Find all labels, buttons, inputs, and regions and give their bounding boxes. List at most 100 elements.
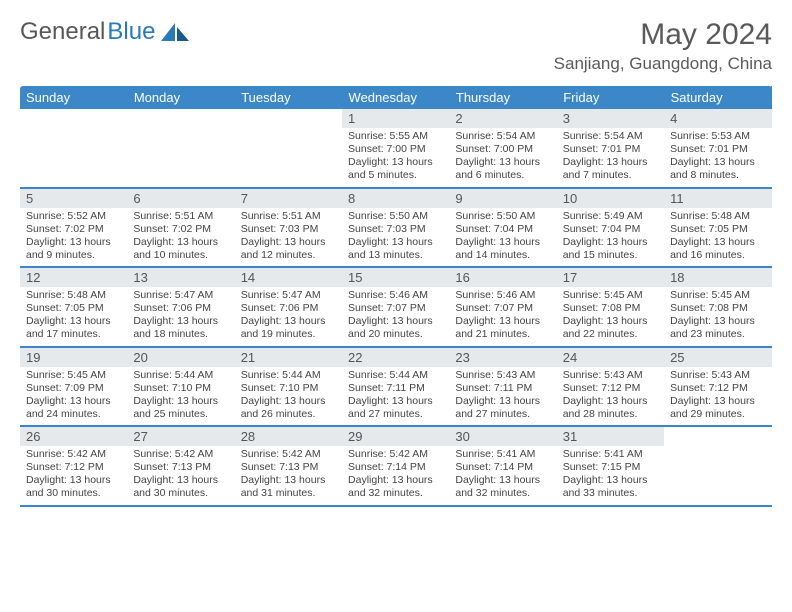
date-number: 8 bbox=[342, 189, 449, 208]
sunset-line: Sunset: 7:08 PM bbox=[670, 302, 765, 315]
sunset-line: Sunset: 7:12 PM bbox=[670, 382, 765, 395]
cell-content bbox=[20, 128, 127, 186]
calendar-table: SundayMondayTuesdayWednesdayThursdayFrid… bbox=[20, 86, 772, 507]
calendar-cell: 20Sunrise: 5:44 AMSunset: 7:10 PMDayligh… bbox=[127, 347, 234, 427]
cell-content: Sunrise: 5:44 AMSunset: 7:10 PMDaylight:… bbox=[127, 367, 234, 426]
calendar-cell bbox=[664, 426, 771, 506]
daylight-line: Daylight: 13 hours and 6 minutes. bbox=[455, 156, 550, 182]
calendar-cell: 9Sunrise: 5:50 AMSunset: 7:04 PMDaylight… bbox=[449, 188, 556, 268]
daylight-line: Daylight: 13 hours and 7 minutes. bbox=[563, 156, 658, 182]
daylight-line: Daylight: 13 hours and 30 minutes. bbox=[26, 474, 121, 500]
daylight-line: Daylight: 13 hours and 10 minutes. bbox=[133, 236, 228, 262]
date-number: 9 bbox=[449, 189, 556, 208]
daylight-line: Daylight: 13 hours and 30 minutes. bbox=[133, 474, 228, 500]
calendar-cell: 19Sunrise: 5:45 AMSunset: 7:09 PMDayligh… bbox=[20, 347, 127, 427]
daylight-line: Daylight: 13 hours and 31 minutes. bbox=[241, 474, 336, 500]
month-title: May 2024 bbox=[554, 18, 772, 52]
daylight-line: Daylight: 13 hours and 12 minutes. bbox=[241, 236, 336, 262]
sunrise-line: Sunrise: 5:45 AM bbox=[670, 289, 765, 302]
sunset-line: Sunset: 7:06 PM bbox=[133, 302, 228, 315]
cell-content: Sunrise: 5:41 AMSunset: 7:14 PMDaylight:… bbox=[449, 446, 556, 505]
calendar-cell: 3Sunrise: 5:54 AMSunset: 7:01 PMDaylight… bbox=[557, 109, 664, 188]
sunrise-line: Sunrise: 5:52 AM bbox=[26, 210, 121, 223]
sunset-line: Sunset: 7:07 PM bbox=[348, 302, 443, 315]
day-header: Monday bbox=[127, 86, 234, 109]
calendar-cell: 4Sunrise: 5:53 AMSunset: 7:01 PMDaylight… bbox=[664, 109, 771, 188]
daylight-line: Daylight: 13 hours and 25 minutes. bbox=[133, 395, 228, 421]
sunrise-line: Sunrise: 5:42 AM bbox=[133, 448, 228, 461]
sunset-line: Sunset: 7:06 PM bbox=[241, 302, 336, 315]
day-header: Thursday bbox=[449, 86, 556, 109]
calendar-cell: 22Sunrise: 5:44 AMSunset: 7:11 PMDayligh… bbox=[342, 347, 449, 427]
calendar-cell: 17Sunrise: 5:45 AMSunset: 7:08 PMDayligh… bbox=[557, 267, 664, 347]
date-number: 1 bbox=[342, 109, 449, 128]
calendar-cell: 18Sunrise: 5:45 AMSunset: 7:08 PMDayligh… bbox=[664, 267, 771, 347]
sunrise-line: Sunrise: 5:55 AM bbox=[348, 130, 443, 143]
calendar-cell: 1Sunrise: 5:55 AMSunset: 7:00 PMDaylight… bbox=[342, 109, 449, 188]
date-number: 23 bbox=[449, 348, 556, 367]
date-number: 6 bbox=[127, 189, 234, 208]
cell-content: Sunrise: 5:44 AMSunset: 7:10 PMDaylight:… bbox=[235, 367, 342, 426]
daylight-line: Daylight: 13 hours and 5 minutes. bbox=[348, 156, 443, 182]
sunrise-line: Sunrise: 5:51 AM bbox=[133, 210, 228, 223]
sunrise-line: Sunrise: 5:53 AM bbox=[670, 130, 765, 143]
calendar-cell: 23Sunrise: 5:43 AMSunset: 7:11 PMDayligh… bbox=[449, 347, 556, 427]
logo-sail-icon bbox=[161, 23, 189, 41]
calendar-cell: 29Sunrise: 5:42 AMSunset: 7:14 PMDayligh… bbox=[342, 426, 449, 506]
daylight-line: Daylight: 13 hours and 26 minutes. bbox=[241, 395, 336, 421]
calendar-week-row: 5Sunrise: 5:52 AMSunset: 7:02 PMDaylight… bbox=[20, 188, 772, 268]
sunset-line: Sunset: 7:04 PM bbox=[563, 223, 658, 236]
cell-content: Sunrise: 5:43 AMSunset: 7:12 PMDaylight:… bbox=[664, 367, 771, 426]
date-number: 7 bbox=[235, 189, 342, 208]
date-number: 28 bbox=[235, 427, 342, 446]
cell-content: Sunrise: 5:44 AMSunset: 7:11 PMDaylight:… bbox=[342, 367, 449, 426]
sunset-line: Sunset: 7:08 PM bbox=[563, 302, 658, 315]
logo: General Blue bbox=[20, 18, 189, 46]
cell-content: Sunrise: 5:52 AMSunset: 7:02 PMDaylight:… bbox=[20, 208, 127, 267]
sunset-line: Sunset: 7:05 PM bbox=[670, 223, 765, 236]
calendar-cell: 6Sunrise: 5:51 AMSunset: 7:02 PMDaylight… bbox=[127, 188, 234, 268]
cell-content: Sunrise: 5:45 AMSunset: 7:09 PMDaylight:… bbox=[20, 367, 127, 426]
calendar-cell: 15Sunrise: 5:46 AMSunset: 7:07 PMDayligh… bbox=[342, 267, 449, 347]
sunrise-line: Sunrise: 5:46 AM bbox=[348, 289, 443, 302]
date-number bbox=[127, 109, 234, 128]
calendar-cell bbox=[235, 109, 342, 188]
cell-content: Sunrise: 5:42 AMSunset: 7:12 PMDaylight:… bbox=[20, 446, 127, 505]
date-number: 31 bbox=[557, 427, 664, 446]
sunrise-line: Sunrise: 5:48 AM bbox=[26, 289, 121, 302]
sunrise-line: Sunrise: 5:44 AM bbox=[133, 369, 228, 382]
calendar-cell: 5Sunrise: 5:52 AMSunset: 7:02 PMDaylight… bbox=[20, 188, 127, 268]
date-number: 26 bbox=[20, 427, 127, 446]
cell-content: Sunrise: 5:42 AMSunset: 7:13 PMDaylight:… bbox=[235, 446, 342, 505]
cell-content bbox=[664, 446, 771, 504]
calendar-cell: 30Sunrise: 5:41 AMSunset: 7:14 PMDayligh… bbox=[449, 426, 556, 506]
sunrise-line: Sunrise: 5:43 AM bbox=[563, 369, 658, 382]
daylight-line: Daylight: 13 hours and 13 minutes. bbox=[348, 236, 443, 262]
date-number: 3 bbox=[557, 109, 664, 128]
cell-content: Sunrise: 5:43 AMSunset: 7:11 PMDaylight:… bbox=[449, 367, 556, 426]
sunrise-line: Sunrise: 5:43 AM bbox=[455, 369, 550, 382]
sunset-line: Sunset: 7:14 PM bbox=[348, 461, 443, 474]
sunset-line: Sunset: 7:09 PM bbox=[26, 382, 121, 395]
cell-content bbox=[127, 128, 234, 186]
daylight-line: Daylight: 13 hours and 32 minutes. bbox=[455, 474, 550, 500]
daylight-line: Daylight: 13 hours and 21 minutes. bbox=[455, 315, 550, 341]
sunset-line: Sunset: 7:03 PM bbox=[241, 223, 336, 236]
cell-content: Sunrise: 5:54 AMSunset: 7:00 PMDaylight:… bbox=[449, 128, 556, 187]
sunrise-line: Sunrise: 5:43 AM bbox=[670, 369, 765, 382]
date-number: 10 bbox=[557, 189, 664, 208]
sunrise-line: Sunrise: 5:50 AM bbox=[348, 210, 443, 223]
calendar-cell: 27Sunrise: 5:42 AMSunset: 7:13 PMDayligh… bbox=[127, 426, 234, 506]
daylight-line: Daylight: 13 hours and 27 minutes. bbox=[348, 395, 443, 421]
sunrise-line: Sunrise: 5:49 AM bbox=[563, 210, 658, 223]
sunset-line: Sunset: 7:13 PM bbox=[133, 461, 228, 474]
cell-content: Sunrise: 5:46 AMSunset: 7:07 PMDaylight:… bbox=[449, 287, 556, 346]
date-number: 13 bbox=[127, 268, 234, 287]
daylight-line: Daylight: 13 hours and 19 minutes. bbox=[241, 315, 336, 341]
date-number: 22 bbox=[342, 348, 449, 367]
daylight-line: Daylight: 13 hours and 8 minutes. bbox=[670, 156, 765, 182]
daylight-line: Daylight: 13 hours and 33 minutes. bbox=[563, 474, 658, 500]
cell-content: Sunrise: 5:48 AMSunset: 7:05 PMDaylight:… bbox=[20, 287, 127, 346]
cell-content: Sunrise: 5:42 AMSunset: 7:14 PMDaylight:… bbox=[342, 446, 449, 505]
sunrise-line: Sunrise: 5:44 AM bbox=[241, 369, 336, 382]
